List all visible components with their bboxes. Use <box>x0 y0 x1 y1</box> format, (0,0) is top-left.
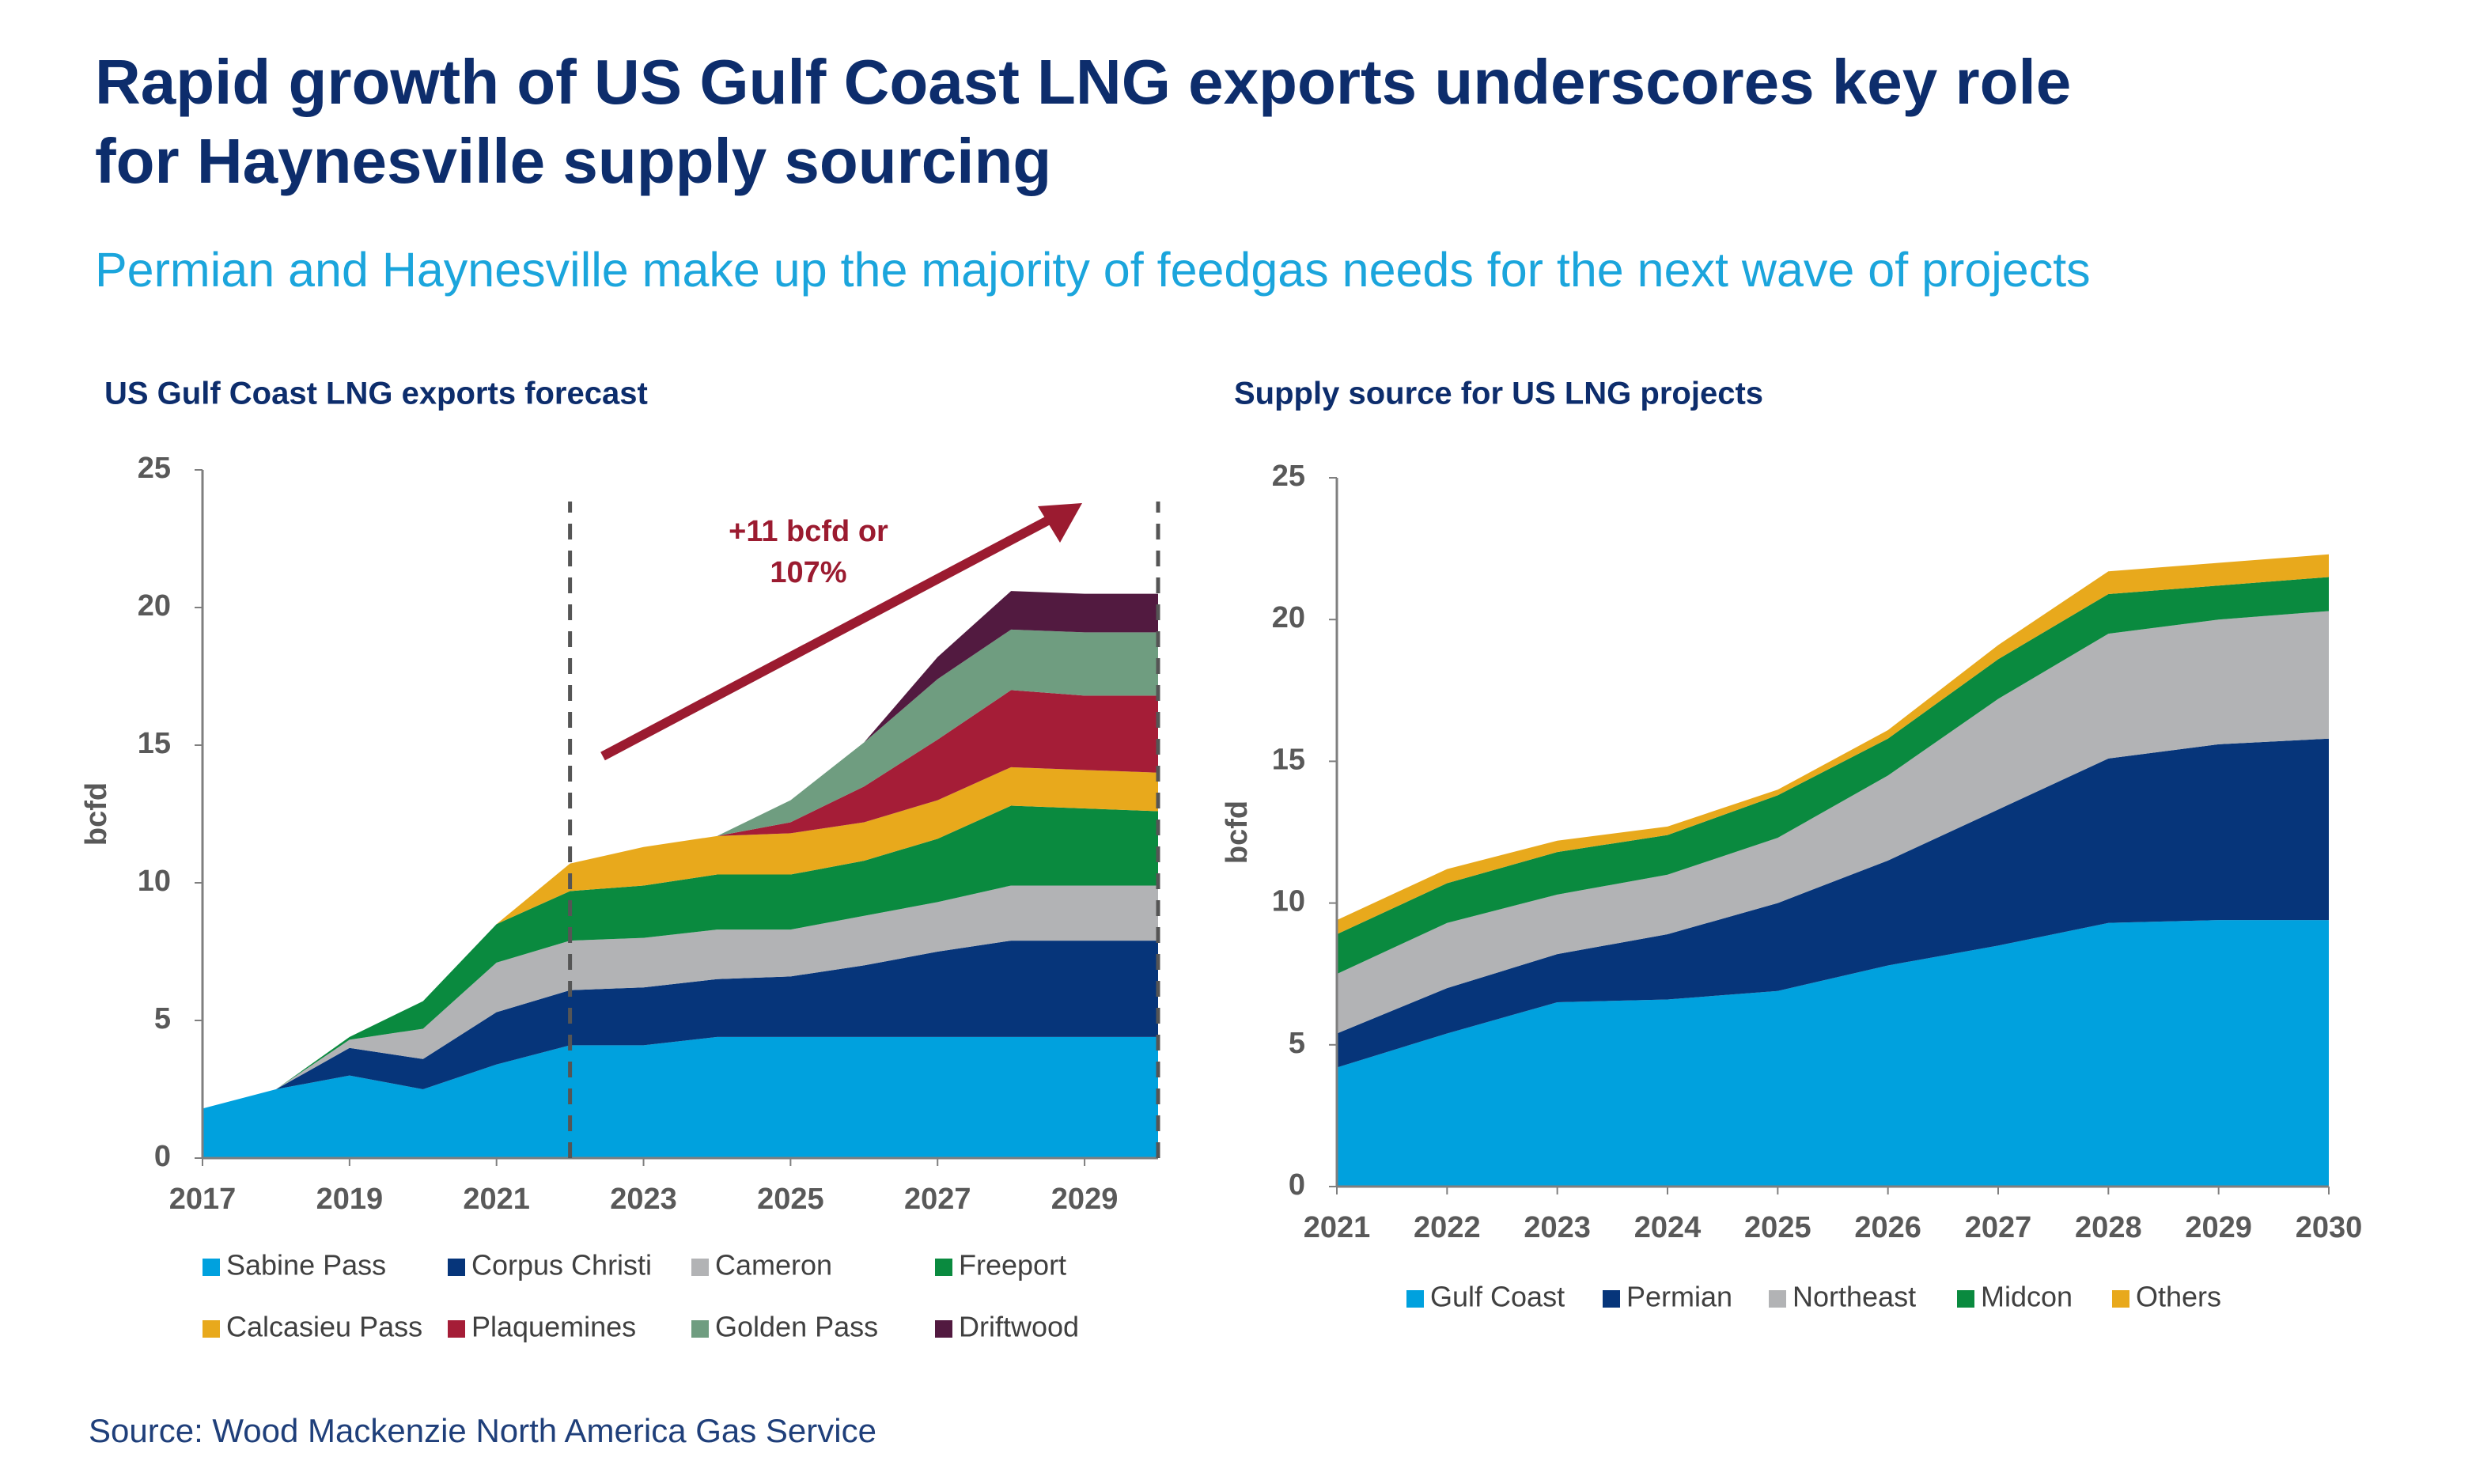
x-tick-label: 2022 <box>1414 1211 1481 1244</box>
source: Source: Wood Mackenzie North America Gas… <box>89 1412 876 1449</box>
y-tick-label: 20 <box>138 589 171 623</box>
y-tick-label: 5 <box>1289 1027 1305 1060</box>
subtitle: Permian and Haynesville make up the majo… <box>95 243 2091 297</box>
legend-swatch <box>203 1320 220 1338</box>
legend-label: Sabine Pass <box>226 1249 386 1281</box>
legend-swatch <box>1769 1290 1786 1308</box>
legend-swatch <box>691 1320 709 1338</box>
area <box>1337 577 2329 975</box>
legend-label: Corpus Christi <box>471 1249 652 1281</box>
area <box>203 805 1158 1109</box>
area <box>203 767 1158 1109</box>
x-tick-label: 2029 <box>1051 1183 1119 1216</box>
area <box>1337 920 2329 1187</box>
legend-swatch <box>935 1259 952 1276</box>
legend-label: Permian <box>1626 1281 1732 1313</box>
legend-swatch <box>448 1320 465 1338</box>
area <box>1337 611 2329 1034</box>
x-tick-label: 2027 <box>904 1183 971 1216</box>
title-line: Rapid growth of US Gulf Coast LNG export… <box>95 47 2071 117</box>
x-tick-label: 2019 <box>316 1183 384 1216</box>
legend-swatch <box>2112 1290 2129 1308</box>
trend-arrow <box>600 511 1059 761</box>
area <box>1337 554 2329 935</box>
x-tick-label: 2024 <box>1634 1211 1702 1244</box>
y-axis-label: bcfd <box>80 782 113 846</box>
y-tick-label: 0 <box>154 1140 171 1173</box>
legend-swatch <box>691 1259 709 1276</box>
y-tick-label: 20 <box>1272 601 1305 634</box>
y-axis-label: bcfd <box>1221 801 1254 864</box>
y-tick-label: 25 <box>1272 460 1305 493</box>
area <box>203 1036 1158 1158</box>
y-tick-label: 25 <box>138 452 171 485</box>
y-tick-label: 10 <box>1272 885 1305 918</box>
area <box>1337 738 2329 1068</box>
x-tick-label: 2017 <box>169 1183 237 1216</box>
y-tick-label: 10 <box>138 865 171 898</box>
area <box>203 629 1158 1109</box>
area <box>203 690 1158 1109</box>
y-tick-label: 15 <box>138 727 171 760</box>
x-tick-label: 2028 <box>2075 1211 2142 1244</box>
legend-swatch <box>1406 1290 1424 1308</box>
annotation: +11 bcfd or <box>729 515 888 548</box>
x-tick-label: 2025 <box>757 1183 824 1216</box>
legend-label: Calcasieu Pass <box>226 1311 422 1343</box>
y-tick-label: 15 <box>1272 743 1305 776</box>
legend-label: Freeport <box>959 1249 1066 1281</box>
y-tick-label: 0 <box>1289 1168 1305 1202</box>
legend-label: Gulf Coast <box>1430 1281 1565 1313</box>
title-line: for Haynesville supply sourcing <box>95 126 1051 196</box>
x-tick-label: 2027 <box>1965 1211 2032 1244</box>
legend-label: Midcon <box>1981 1281 2073 1313</box>
chart-title: US Gulf Coast LNG exports forecast <box>104 377 648 411</box>
x-tick-label: 2023 <box>1524 1211 1591 1244</box>
legend-label: Plaquemines <box>471 1311 636 1343</box>
x-tick-label: 2026 <box>1854 1211 1921 1244</box>
x-tick-label: 2021 <box>463 1183 530 1216</box>
y-tick-label: 5 <box>154 1002 171 1035</box>
x-tick-label: 2021 <box>1304 1211 1371 1244</box>
x-tick-label: 2023 <box>610 1183 677 1216</box>
area <box>203 885 1158 1109</box>
legend-swatch <box>1957 1290 1974 1308</box>
area <box>203 941 1158 1109</box>
legend-swatch <box>935 1320 952 1338</box>
x-tick-label: 2029 <box>2185 1211 2252 1244</box>
legend-label: Golden Pass <box>715 1311 878 1343</box>
legend-label: Cameron <box>715 1249 832 1281</box>
legend-label: Others <box>2136 1281 2221 1313</box>
x-tick-label: 2025 <box>1744 1211 1811 1244</box>
legend-swatch <box>448 1259 465 1276</box>
chart-title: Supply source for US LNG projects <box>1234 377 1763 411</box>
trend-arrowhead <box>1038 503 1082 543</box>
annotation: 107% <box>770 556 846 589</box>
legend-swatch <box>1603 1290 1620 1308</box>
x-tick-label: 2030 <box>2296 1211 2363 1244</box>
legend-label: Northeast <box>1792 1281 1916 1313</box>
legend-swatch <box>203 1259 220 1276</box>
legend-label: Driftwood <box>959 1311 1079 1343</box>
